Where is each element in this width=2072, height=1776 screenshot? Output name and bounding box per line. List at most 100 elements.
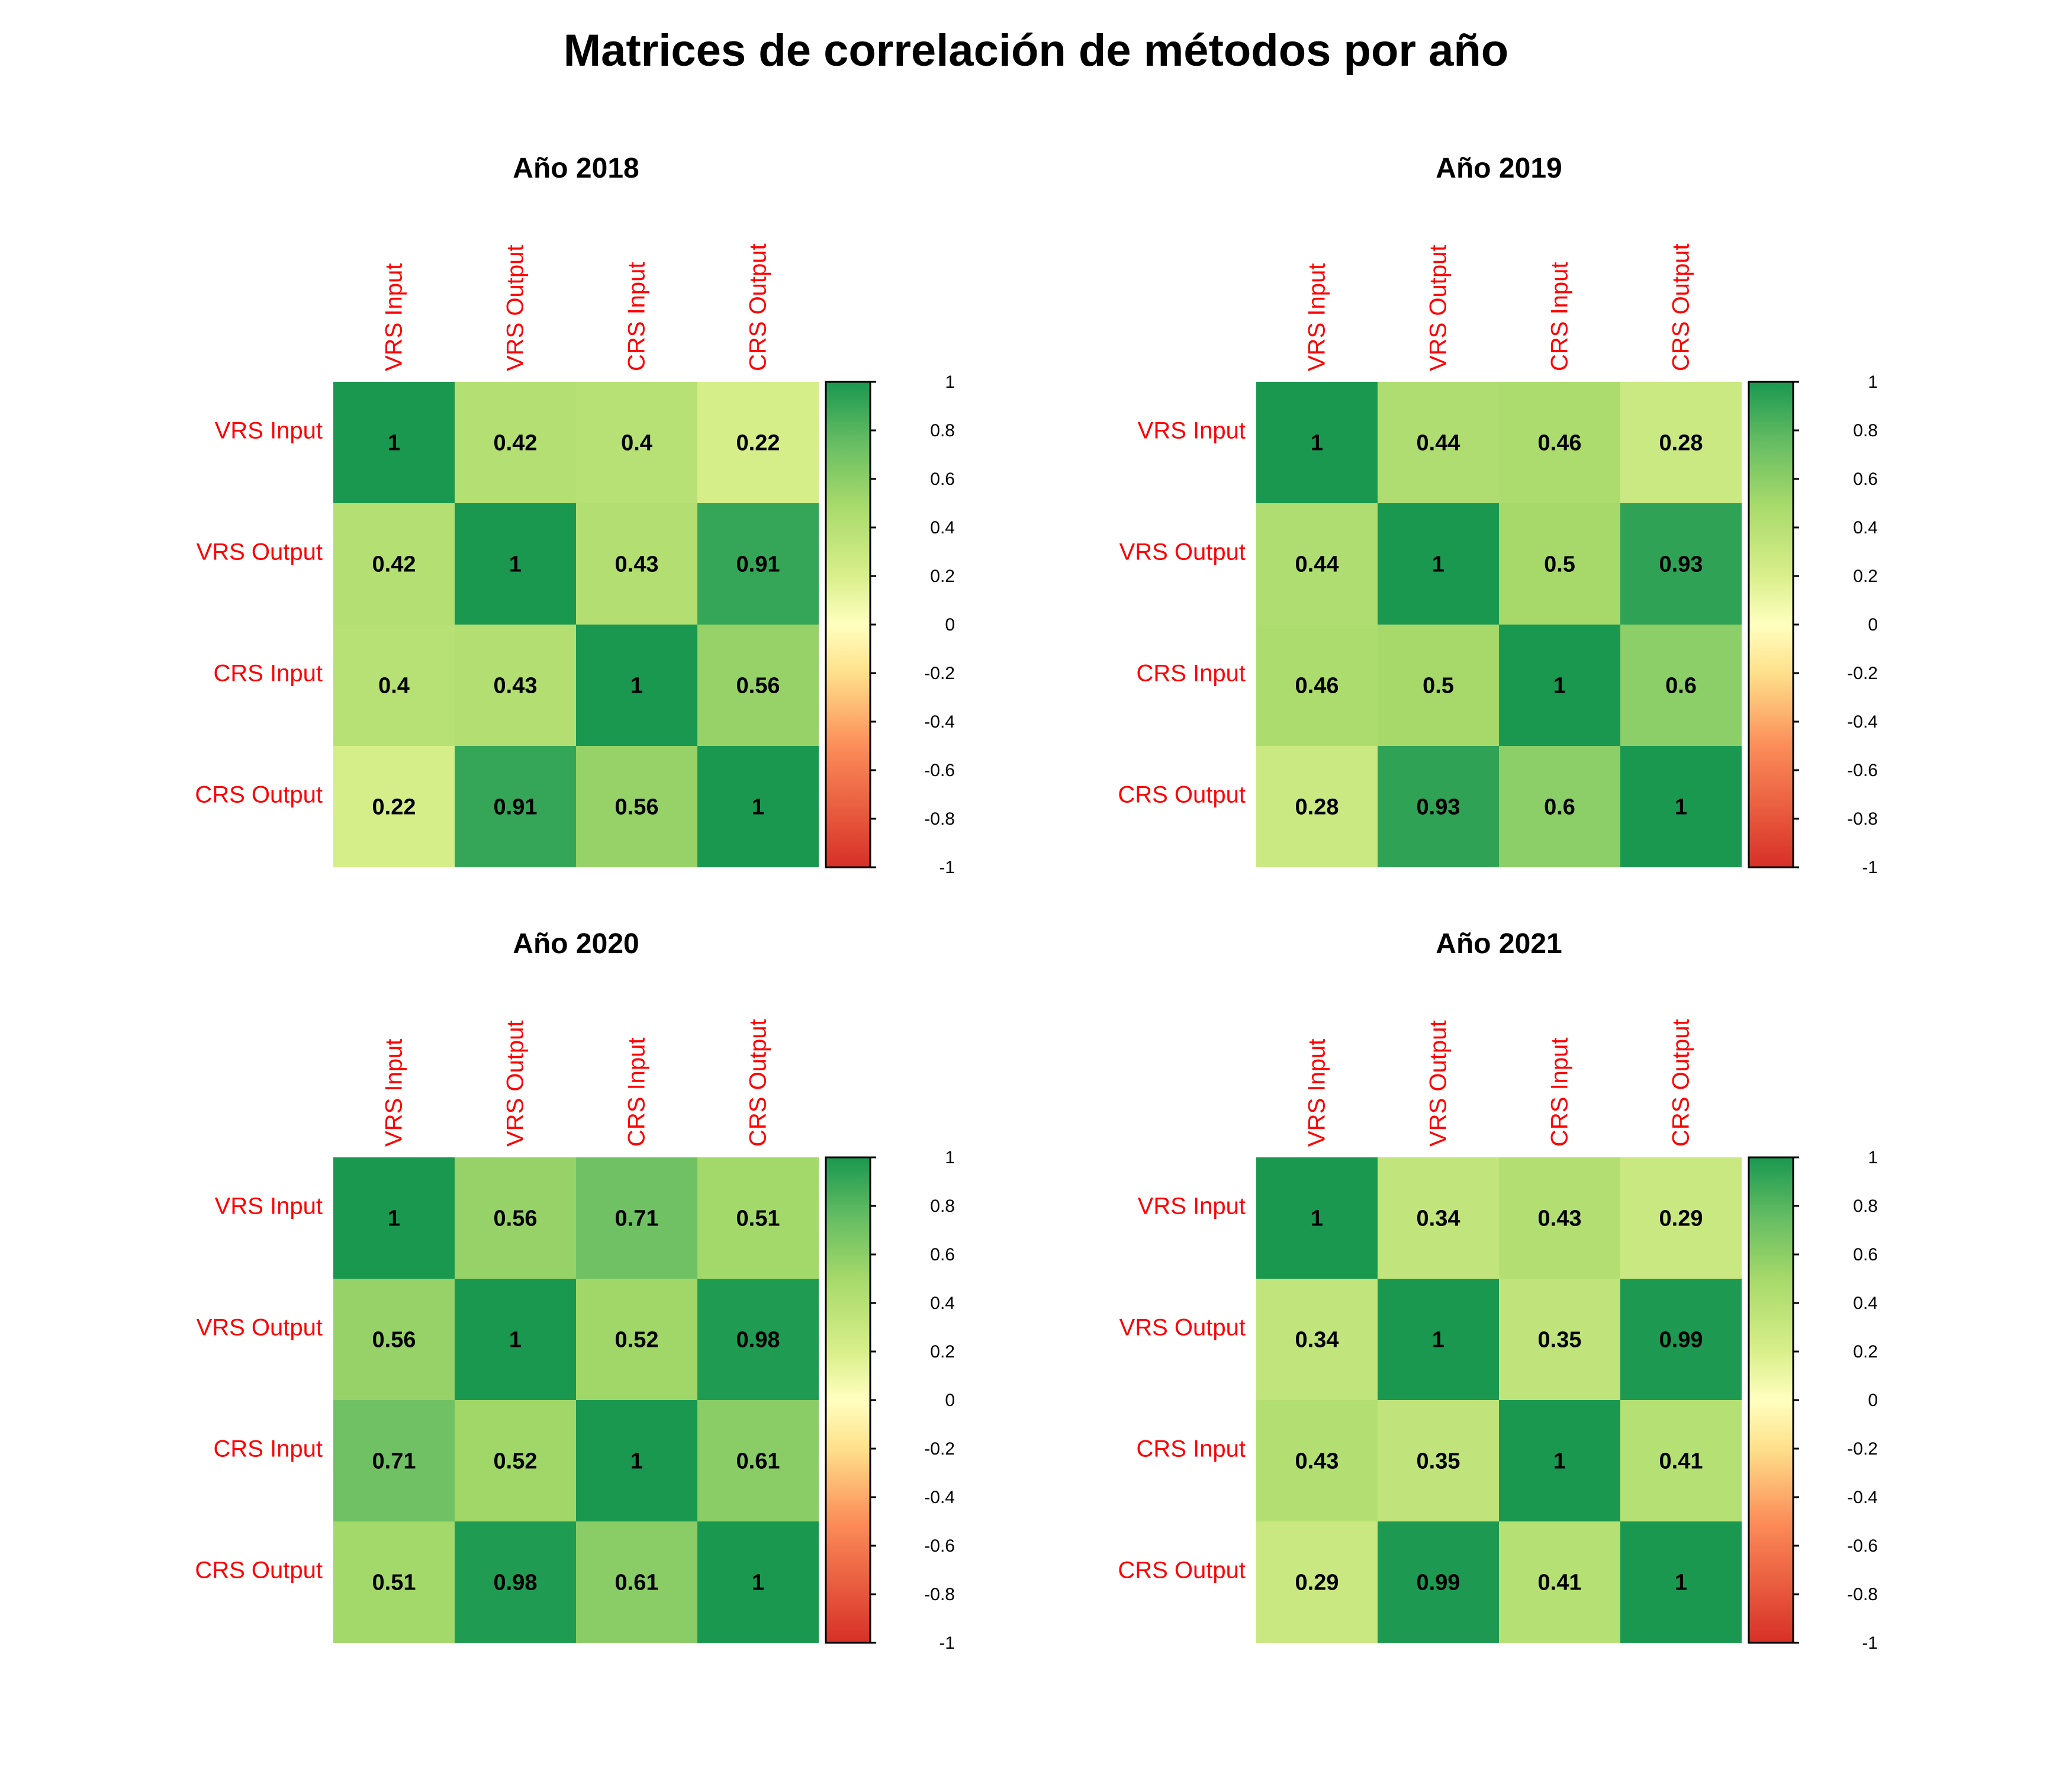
heatmap-cell — [1620, 746, 1742, 867]
panel-title: Año 2018 — [513, 153, 639, 184]
cell-value-label: 1 — [630, 1449, 643, 1474]
cell-value-label: 0.43 — [1295, 1449, 1339, 1474]
legend-tick-label: -0.4 — [1847, 712, 1878, 732]
legend-tick-label: -0.2 — [1847, 664, 1878, 683]
row-label: CRS Input — [1136, 1436, 1246, 1462]
legend-tick-label: 0.4 — [1853, 1294, 1878, 1313]
legend-tick-label: 0 — [945, 615, 955, 635]
heatmap-cell — [333, 503, 455, 625]
heatmap-cell — [455, 746, 576, 867]
legend-tick-label: -0.6 — [1847, 1536, 1878, 1556]
legend-tick-label: 0.6 — [1853, 1245, 1878, 1265]
heatmap-cell — [1378, 625, 1499, 746]
cell-value-label: 0.71 — [372, 1449, 416, 1474]
cell-value-label: 0.35 — [1417, 1449, 1460, 1474]
heatmap-cell — [1499, 1400, 1620, 1521]
heatmap-cell — [1256, 625, 1378, 746]
heatmap-cell — [455, 1400, 576, 1521]
column-label: VRS Input — [381, 1039, 407, 1147]
cell-value-label: 0.5 — [1544, 552, 1575, 577]
cell-value-label: 0.56 — [494, 1206, 538, 1231]
cell-value-label: 0.56 — [615, 795, 659, 820]
heatmap-panel-1: Año 2018 1 0.42 0.4 0.22 0.42 1 0.43 0.91 0.4 0.43… — [195, 153, 955, 877]
legend-tick-label: 0.2 — [930, 1342, 955, 1362]
cell-value-label: 1 — [1553, 1449, 1566, 1474]
legend-tick-label: 0.6 — [930, 1245, 955, 1265]
cell-value-label: 0.22 — [372, 795, 416, 820]
row-label: CRS Output — [195, 782, 323, 808]
column-label: VRS Input — [381, 263, 407, 371]
heatmap-cell — [697, 1400, 819, 1521]
cell-value-label: 0.41 — [1659, 1449, 1703, 1474]
cell-value-label: 0.61 — [736, 1449, 780, 1474]
heatmap-cell — [697, 746, 819, 867]
heatmap-cell — [1620, 382, 1742, 503]
cell-value-label: 1 — [752, 795, 764, 820]
heatmap-cell — [455, 503, 576, 625]
heatmap-cell — [1378, 1521, 1499, 1643]
heatmap-cell — [1256, 503, 1378, 625]
legend-tick-label: 0.8 — [930, 421, 955, 440]
heatmap-cell — [1620, 1521, 1742, 1643]
legend-tick-label: 0.6 — [930, 469, 955, 489]
column-label: CRS Input — [1547, 1037, 1573, 1147]
cell-value-label: 1 — [1675, 1571, 1687, 1595]
heatmap-cell — [576, 1157, 697, 1279]
heatmap-cell — [1620, 503, 1742, 625]
cell-value-label: 0.44 — [1295, 552, 1339, 577]
cell-value-label: 0.99 — [1659, 1328, 1703, 1353]
legend-tick-label: -0.4 — [1847, 1488, 1878, 1507]
cell-value-label: 0.71 — [615, 1206, 659, 1231]
legend-tick-label: 0.4 — [930, 1294, 955, 1313]
heatmap-cell — [1256, 1400, 1378, 1521]
row-label: CRS Output — [195, 1558, 323, 1584]
cell-value-label: 0.99 — [1417, 1571, 1460, 1595]
color-scale-bar — [825, 1156, 871, 1644]
cell-value-label: 0.52 — [494, 1449, 538, 1474]
heatmap-cell — [1378, 503, 1499, 625]
column-label: CRS Output — [745, 1019, 771, 1147]
heatmap-cell — [333, 1400, 455, 1521]
figure-title: Matrices de correlación de métodos por a… — [563, 25, 1509, 76]
row-label: CRS Output — [1118, 1558, 1246, 1584]
row-label: CRS Input — [213, 1436, 323, 1462]
cell-value-label: 0.28 — [1659, 431, 1703, 456]
cell-value-label: 0.51 — [372, 1571, 416, 1595]
heatmap-cell — [697, 382, 819, 503]
heatmap-cell — [1499, 746, 1620, 867]
row-label: CRS Input — [1136, 661, 1246, 687]
cell-value-label: 0.93 — [1659, 552, 1703, 577]
legend-tick-label: -1 — [939, 858, 955, 877]
cell-value-label: 0.42 — [372, 552, 416, 577]
cell-value-label: 1 — [509, 1328, 522, 1353]
cell-value-label: 0.4 — [621, 431, 652, 456]
heatmap-cell — [697, 1521, 819, 1643]
cell-value-label: 0.22 — [736, 431, 780, 456]
column-label: CRS Output — [1668, 1019, 1694, 1147]
column-label: VRS Output — [503, 245, 529, 371]
legend-tick-label: -0.2 — [924, 664, 955, 683]
cell-value-label: 0.98 — [494, 1571, 538, 1595]
heatmap-cell — [697, 1157, 819, 1279]
heatmap-cell — [1499, 503, 1620, 625]
cell-value-label: 0.44 — [1417, 431, 1460, 456]
heatmap-cell — [1499, 1521, 1620, 1643]
legend-tick-label: 0 — [1868, 615, 1878, 635]
heatmap-cell — [1499, 625, 1620, 746]
heatmap-cell — [1378, 746, 1499, 867]
legend-tick-label: -0.6 — [924, 761, 955, 780]
column-label: CRS Output — [1668, 243, 1694, 371]
heatmap-cell — [333, 382, 455, 503]
heatmap-cell — [1256, 746, 1378, 867]
panel-title: Año 2019 — [1436, 153, 1562, 184]
heatmap-panel-4: Año 2021 1 0.34 0.43 0.29 0.34 1 0.35 0.99 0.43 0.… — [1118, 928, 1878, 1653]
legend-tick-label: -1 — [1862, 858, 1878, 877]
cell-value-label: 1 — [1432, 1328, 1444, 1353]
column-label: VRS Input — [1304, 1039, 1330, 1147]
cell-value-label: 0.34 — [1417, 1206, 1460, 1231]
heatmap-cell — [1256, 1157, 1378, 1279]
legend-tick-label: 1 — [945, 372, 955, 392]
legend-tick-label: 0.6 — [1853, 469, 1878, 489]
panel-title: Año 2020 — [513, 928, 639, 960]
